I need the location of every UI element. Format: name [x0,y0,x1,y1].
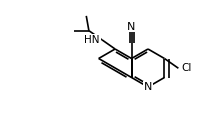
Text: HN: HN [84,35,100,45]
Text: Cl: Cl [181,63,192,73]
Text: N: N [127,22,136,32]
Text: N: N [144,82,152,92]
